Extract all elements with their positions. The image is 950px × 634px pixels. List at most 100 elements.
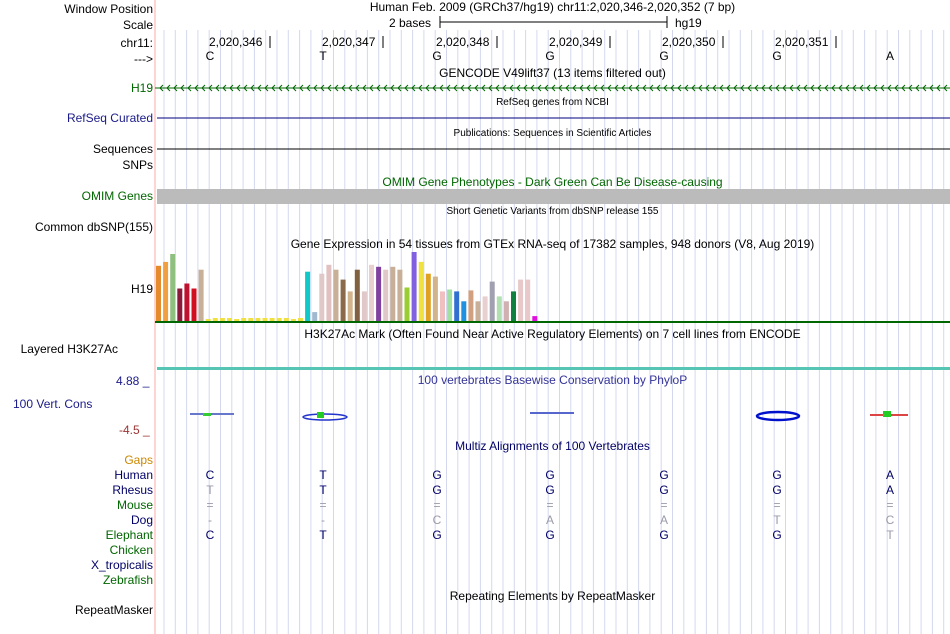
gencode-arrow — [166, 84, 171, 92]
gtex-tissue-bar[interactable] — [425, 273, 431, 321]
gencode-arrow — [194, 84, 199, 92]
gtex-tissue-bar[interactable] — [432, 276, 438, 321]
gtex-tissue-bar[interactable] — [170, 254, 176, 321]
multiz-track-title[interactable]: Multiz Alignments of 100 Vertebrates — [455, 439, 650, 453]
gtex-tissue-bar[interactable] — [276, 318, 282, 321]
gencode-arrow — [523, 84, 528, 92]
gtex-tissue-bar[interactable] — [482, 296, 488, 321]
h3k27ac-track-label[interactable]: Layered H3K27Ac — [20, 342, 118, 356]
h3k27ac-track-title[interactable]: H3K27Ac Mark (Often Found Near Active Re… — [304, 327, 801, 341]
gencode-arrow — [187, 84, 192, 92]
alignment-base: - — [321, 513, 325, 527]
gtex-tissue-bar[interactable] — [447, 289, 453, 322]
omim-track-title[interactable]: OMIM Gene Phenotypes - Dark Green Can Be… — [382, 175, 723, 189]
publications-track-title[interactable]: Publications: Sequences in Scientific Ar… — [453, 128, 652, 139]
gencode-arrow — [915, 84, 920, 92]
phylop-track-label[interactable]: 100 Vert. Cons — [13, 397, 93, 411]
gtex-tissue-bar[interactable] — [241, 318, 247, 321]
gtex-tissue-bar[interactable] — [361, 291, 367, 321]
gtex-tissue-bar[interactable] — [205, 319, 211, 321]
repeatmasker-track-label[interactable]: RepeatMasker — [74, 603, 153, 617]
gtex-tissue-bar[interactable] — [390, 266, 396, 321]
base-letter: C — [205, 49, 215, 63]
gtex-tissue-bar[interactable] — [262, 318, 268, 321]
gtex-tissue-bar[interactable] — [333, 269, 339, 321]
gtex-tissue-bar[interactable] — [418, 261, 424, 321]
snps-track-label[interactable]: SNPs — [122, 158, 153, 172]
base-letter: G — [432, 49, 442, 63]
gencode-arrow — [250, 84, 255, 92]
gtex-tissue-bar[interactable] — [376, 266, 382, 321]
gencode-arrow — [782, 84, 787, 92]
phylop-glyph-3 — [530, 412, 574, 414]
refseq-track-title[interactable]: RefSeq genes from NCBI — [496, 97, 609, 108]
gtex-tissue-bar[interactable] — [503, 301, 509, 321]
gtex-tissue-bar[interactable] — [298, 318, 303, 321]
alignment-base: A — [885, 483, 894, 497]
gencode-arrow — [803, 84, 808, 92]
gencode-arrow — [719, 84, 724, 92]
gtex-tissue-bar[interactable] — [234, 319, 240, 321]
gtex-tissue-bar[interactable] — [227, 318, 232, 321]
gtex-tissue-bar[interactable] — [475, 301, 481, 321]
gtex-tissue-bar[interactable] — [496, 296, 502, 321]
gtex-tissue-bar[interactable] — [511, 291, 516, 321]
gtex-tissue-bar[interactable] — [156, 265, 161, 321]
assembly-position-text: Human Feb. 2009 (GRCh37/hg19) chr11:2,02… — [369, 0, 736, 14]
gtex-tissue-bar[interactable] — [255, 318, 261, 321]
gtex-tissue-bar[interactable] — [454, 291, 460, 321]
gtex-tissue-bar[interactable] — [340, 279, 346, 321]
dbsnp-track-title[interactable]: Short Genetic Variants from dbSNP releas… — [446, 206, 659, 217]
gtex-tissue-bar[interactable] — [177, 288, 183, 322]
gtex-tissue-bar[interactable] — [319, 273, 325, 321]
ruler-tick-label: 2,020,348 — [436, 35, 490, 49]
gtex-tissue-bar[interactable] — [532, 316, 538, 321]
gtex-tissue-bar[interactable] — [354, 269, 360, 321]
gtex-tissue-bar[interactable] — [198, 269, 204, 321]
gencode-arrow — [481, 84, 486, 92]
gtex-tissue-bar[interactable] — [163, 261, 169, 321]
gtex-tissue-bar[interactable] — [440, 291, 445, 321]
gencode-arrow — [369, 84, 374, 92]
gtex-tissue-bar[interactable] — [184, 283, 190, 322]
omim-track-label[interactable]: OMIM Genes — [81, 189, 153, 203]
gtex-tissue-bar[interactable] — [283, 318, 289, 321]
scale-text: 2 bases — [389, 16, 432, 30]
alignment-base: T — [773, 513, 781, 527]
gtex-tissue-bar[interactable] — [212, 318, 218, 321]
repeatmasker-track-title[interactable]: Repeating Elements by RepeatMasker — [449, 589, 656, 603]
gtex-tissue-bar[interactable] — [326, 264, 332, 321]
gtex-track-title[interactable]: Gene Expression in 54 tissues from GTEx … — [290, 237, 815, 251]
gtex-tissue-bar[interactable] — [404, 287, 410, 322]
gtex-tissue-bar[interactable] — [269, 318, 275, 321]
gtex-tissue-bar[interactable] — [489, 281, 495, 321]
gtex-tissue-bar[interactable] — [312, 312, 318, 321]
phylop-track-title[interactable]: 100 vertebrates Basewise Conservation by… — [417, 373, 688, 387]
gencode-track-title[interactable]: GENCODE V49lift37 (13 items filtered out… — [439, 66, 666, 80]
gtex-tissue-bar[interactable] — [397, 269, 403, 321]
gencode-arrow — [229, 84, 234, 92]
gtex-tissue-bar[interactable] — [369, 264, 374, 321]
gencode-arrow — [222, 84, 227, 92]
dbsnp-track-label[interactable]: Common dbSNP(155) — [34, 220, 153, 234]
gtex-tissue-bar[interactable] — [219, 318, 225, 321]
gencode-arrow — [677, 84, 682, 92]
gtex-tissue-bar[interactable] — [347, 291, 353, 321]
gencode-track-label[interactable]: H19 — [130, 81, 153, 95]
gtex-tissue-bar[interactable] — [248, 318, 254, 321]
gtex-tissue-bar[interactable] — [518, 279, 524, 321]
gtex-tissue-bar[interactable] — [290, 319, 296, 321]
gencode-arrow — [488, 84, 493, 92]
gtex-tissue-bar[interactable] — [468, 290, 474, 321]
gtex-tissue-bar[interactable] — [525, 279, 531, 321]
phylop-glyph-5 — [870, 411, 908, 417]
gtex-tissue-bar[interactable] — [411, 252, 417, 321]
gtex-tissue-bar[interactable] — [383, 269, 389, 321]
gtex-track-label[interactable]: H19 — [130, 282, 153, 296]
refseq-track-label[interactable]: RefSeq Curated — [66, 111, 153, 125]
gtex-tissue-bar[interactable] — [191, 288, 197, 322]
publications-track-label[interactable]: Sequences — [92, 142, 153, 156]
gtex-tissue-bar[interactable] — [461, 301, 467, 321]
gtex-tissue-bar[interactable] — [305, 271, 311, 321]
